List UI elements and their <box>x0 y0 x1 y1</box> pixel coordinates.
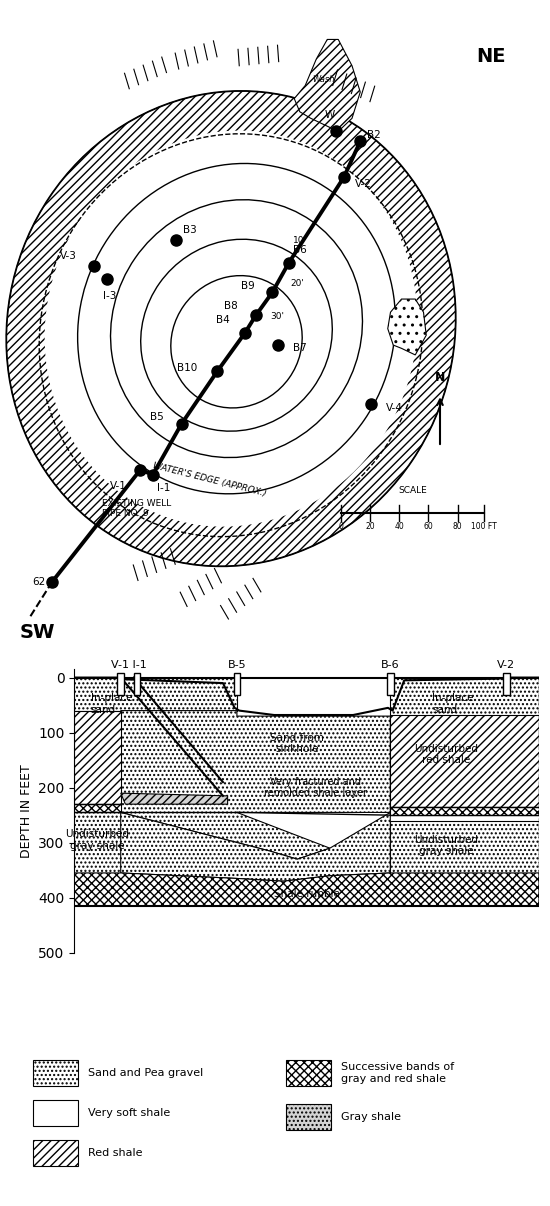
Text: 30': 30' <box>271 312 285 321</box>
Text: 100 FT: 100 FT <box>471 522 497 531</box>
Bar <box>74 710 121 804</box>
Bar <box>74 678 237 710</box>
Text: 20: 20 <box>365 522 375 531</box>
Text: EXISTING WELL
PIPE NO. 9: EXISTING WELL PIPE NO. 9 <box>102 498 171 517</box>
Text: Wash: Wash <box>312 75 334 84</box>
Text: 20': 20' <box>290 279 304 288</box>
Text: In-place
sand: In-place sand <box>91 693 132 715</box>
Text: 60: 60 <box>424 522 433 531</box>
Text: V-2: V-2 <box>355 178 371 189</box>
Text: V-1: V-1 <box>110 481 126 491</box>
Text: B9: B9 <box>241 281 254 291</box>
Text: N: N <box>435 371 445 385</box>
Bar <box>390 715 539 807</box>
Polygon shape <box>121 710 390 859</box>
Text: B10: B10 <box>177 363 197 373</box>
Text: V-2: V-2 <box>497 661 515 671</box>
Text: B7: B7 <box>293 344 307 353</box>
Bar <box>32 1100 78 1126</box>
Text: 0: 0 <box>339 522 343 531</box>
Text: 10': 10' <box>293 236 307 245</box>
Bar <box>32 1141 78 1166</box>
Polygon shape <box>121 813 390 882</box>
Text: 40: 40 <box>394 522 404 531</box>
Polygon shape <box>390 820 539 873</box>
Text: B4: B4 <box>216 315 230 326</box>
Text: In-place
sand: In-place sand <box>432 693 474 715</box>
Text: Undisturbed
gray shale: Undisturbed gray shale <box>414 835 478 856</box>
Text: Sand and Pea gravel: Sand and Pea gravel <box>88 1069 204 1078</box>
Bar <box>74 804 121 813</box>
Polygon shape <box>294 40 360 131</box>
Text: Red shale: Red shale <box>88 1148 142 1158</box>
Text: SW: SW <box>19 622 55 642</box>
Text: NE: NE <box>476 47 505 66</box>
Text: V-4: V-4 <box>386 403 403 412</box>
Bar <box>285 1060 331 1085</box>
Bar <box>390 678 539 716</box>
Text: 80: 80 <box>453 522 463 531</box>
Text: B6: B6 <box>293 245 307 254</box>
Text: B-5: B-5 <box>228 661 246 671</box>
Text: W: W <box>325 110 335 121</box>
Polygon shape <box>390 820 539 873</box>
Text: B5: B5 <box>150 412 164 422</box>
Text: I-1: I-1 <box>157 482 170 493</box>
Polygon shape <box>74 813 121 873</box>
Text: Shale rubble: Shale rubble <box>274 889 339 898</box>
Bar <box>285 1103 331 1130</box>
Text: 62: 62 <box>32 576 45 586</box>
Text: B2: B2 <box>367 130 381 140</box>
Text: Successive bands of
gray and red shale: Successive bands of gray and red shale <box>341 1062 454 1084</box>
Polygon shape <box>121 813 390 882</box>
Text: B3: B3 <box>183 226 197 235</box>
Text: Very soft shale: Very soft shale <box>88 1108 170 1118</box>
Bar <box>118 673 124 695</box>
Polygon shape <box>121 794 228 804</box>
Ellipse shape <box>6 90 456 567</box>
Bar <box>32 1060 78 1085</box>
Text: B8: B8 <box>224 300 238 311</box>
Text: V-3: V-3 <box>60 251 77 262</box>
Polygon shape <box>74 813 121 873</box>
Bar <box>390 807 539 815</box>
Text: Undisturbed
gray shale: Undisturbed gray shale <box>65 830 129 850</box>
Text: I-3: I-3 <box>103 291 117 300</box>
Y-axis label: DEPTH IN FEET: DEPTH IN FEET <box>20 765 32 857</box>
Bar <box>503 673 510 695</box>
Bar <box>234 673 240 695</box>
Text: SCALE: SCALE <box>398 486 427 494</box>
Text: Very fractured and
remolded shale layer: Very fractured and remolded shale layer <box>265 777 367 798</box>
Text: V-1 I-1: V-1 I-1 <box>111 661 147 671</box>
Ellipse shape <box>45 130 417 527</box>
Polygon shape <box>388 299 426 355</box>
Text: Undisturbed
red shale: Undisturbed red shale <box>414 744 478 766</box>
Text: Sand from
sinkhole: Sand from sinkhole <box>271 733 324 755</box>
Polygon shape <box>74 873 539 906</box>
Text: B-6: B-6 <box>381 661 400 671</box>
Bar <box>387 673 394 695</box>
Bar <box>134 673 140 695</box>
Text: Gray shale: Gray shale <box>341 1112 401 1122</box>
Text: WATER'S EDGE (APPROX.): WATER'S EDGE (APPROX.) <box>151 462 267 498</box>
